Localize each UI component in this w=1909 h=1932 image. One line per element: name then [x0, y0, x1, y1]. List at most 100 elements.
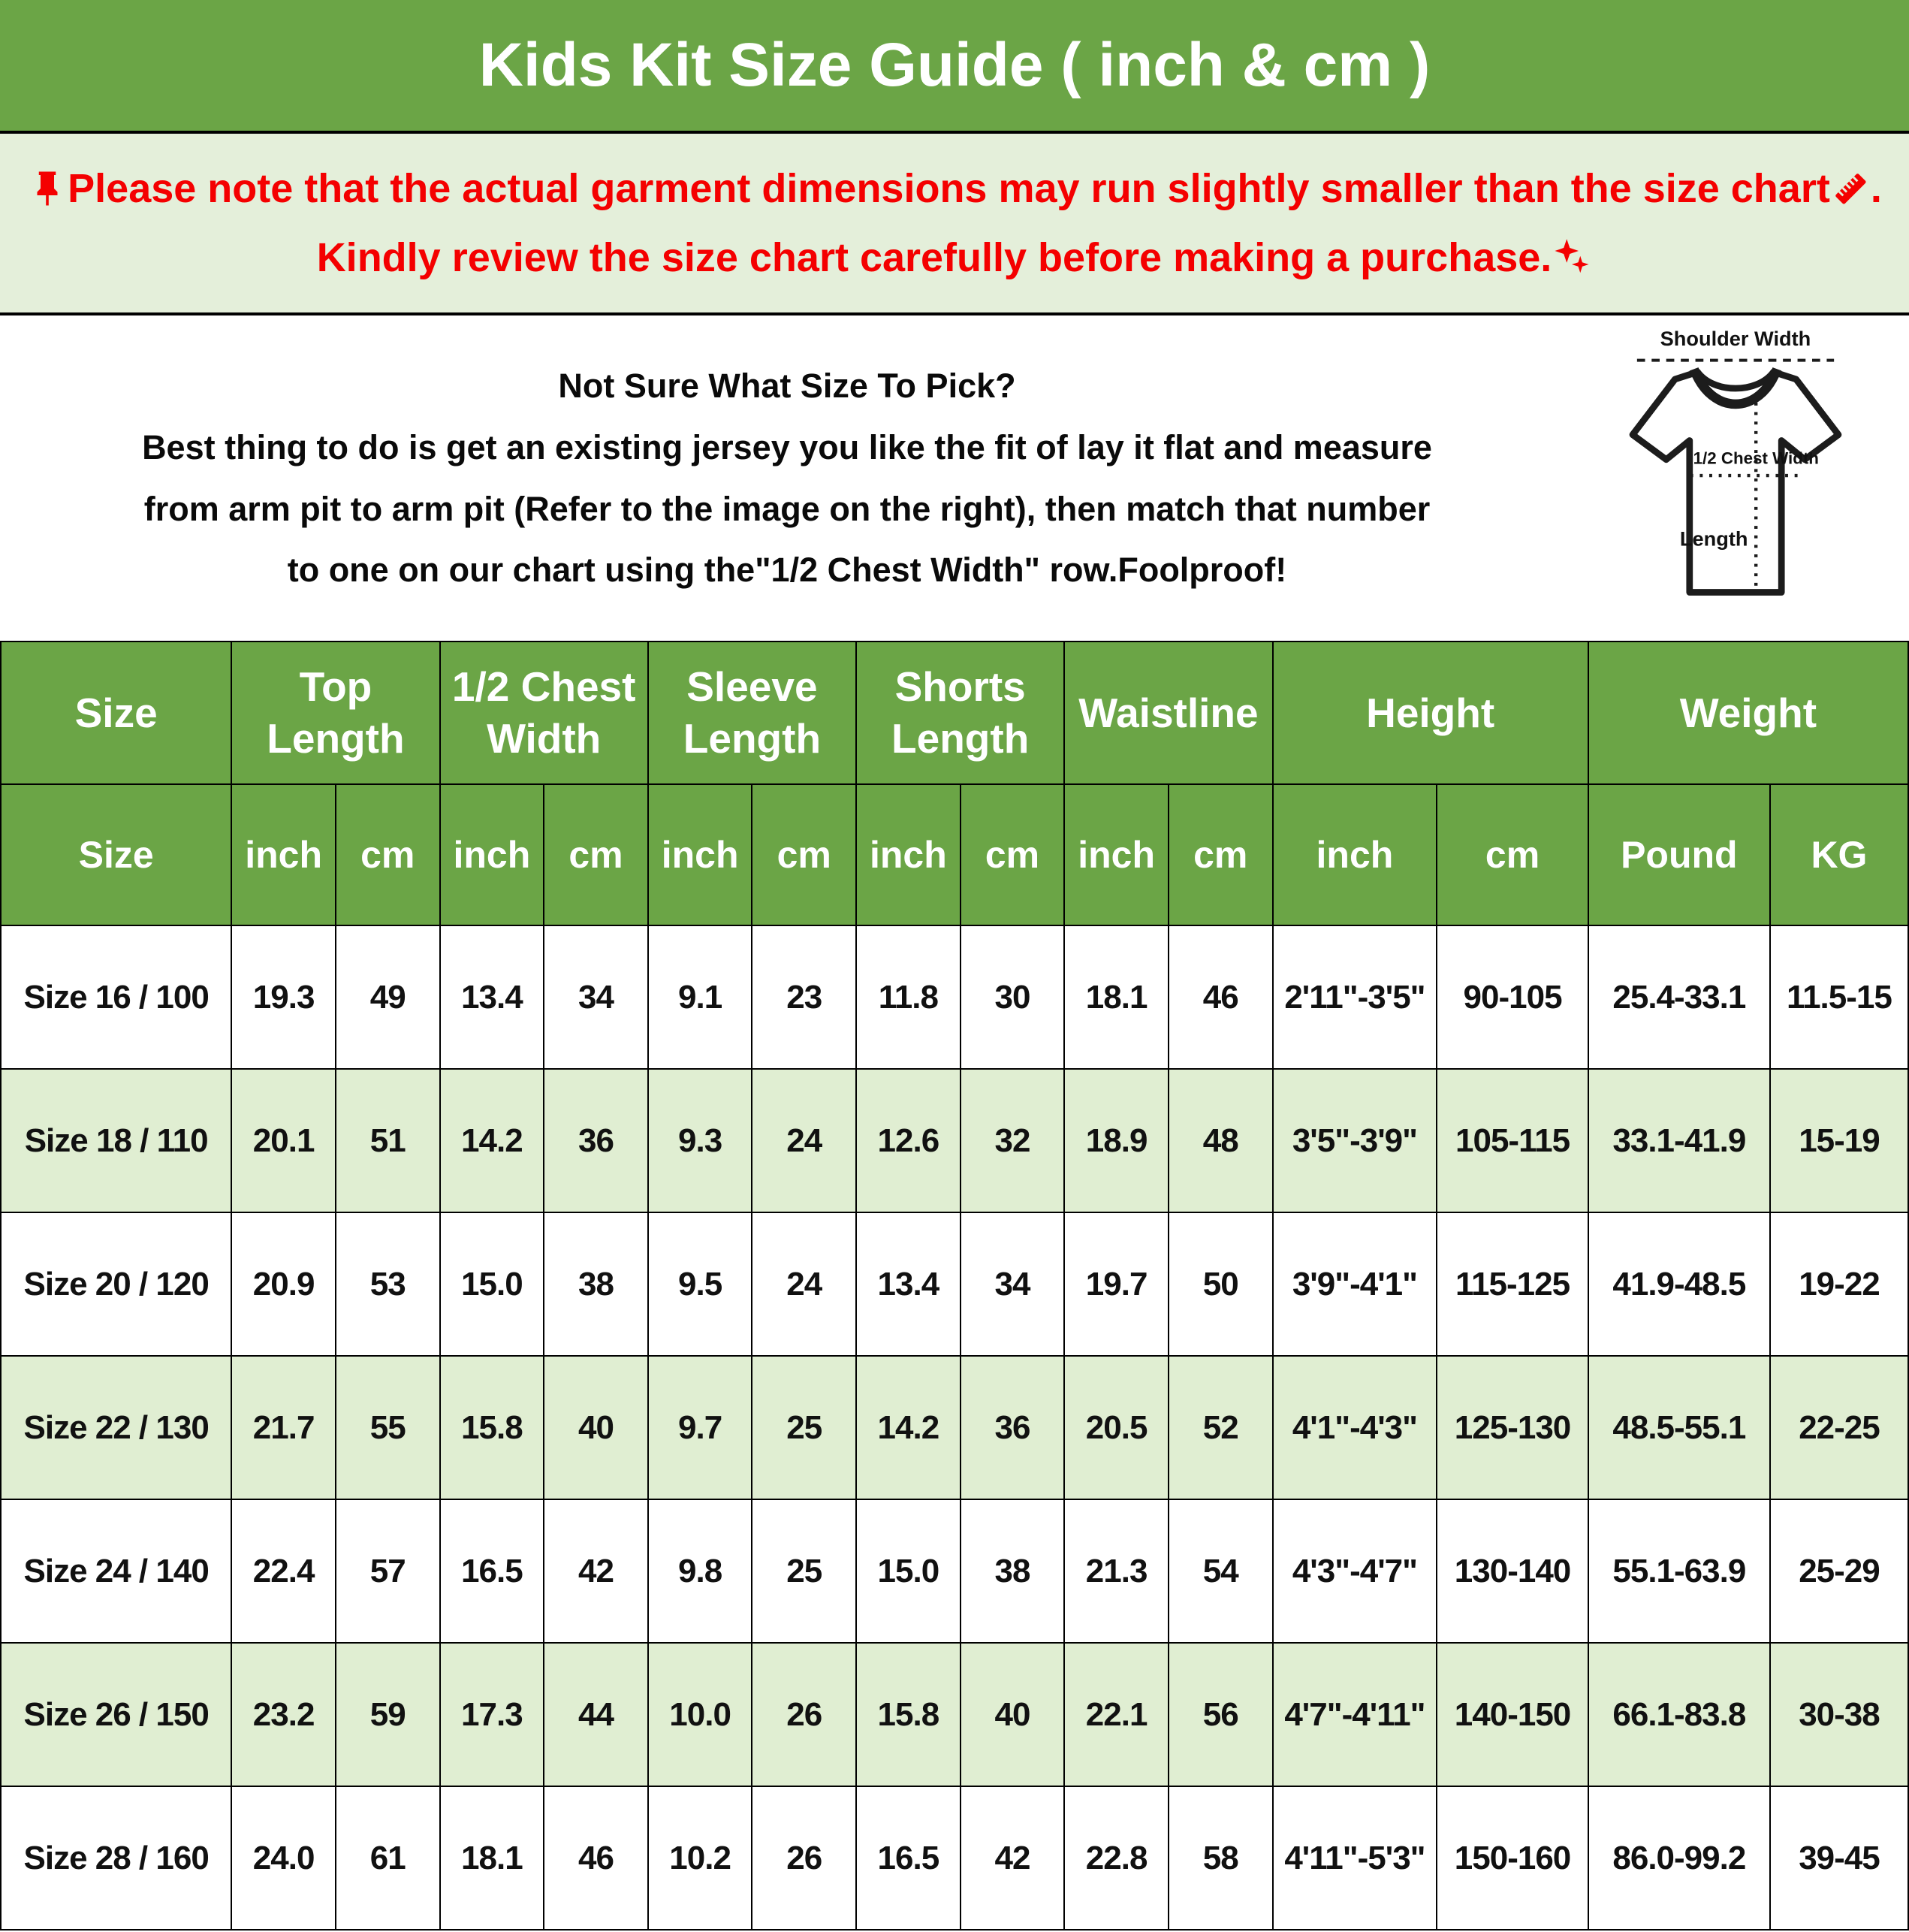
value-cell: 9.3: [647, 1068, 753, 1213]
value-cell: 23: [751, 925, 858, 1070]
value-cell: 20.9: [231, 1212, 336, 1357]
value-cell: 40: [543, 1355, 649, 1500]
col-group-shorts-length: Shorts Length: [855, 641, 1066, 785]
value-cell: 44: [543, 1642, 649, 1787]
page-title-text: Kids Kit Size Guide ( inch & cm ): [478, 31, 1431, 99]
value-cell: 22.8: [1063, 1786, 1169, 1930]
value-cell: 18.1: [439, 1786, 545, 1930]
value-cell: 18.9: [1063, 1068, 1169, 1213]
value-cell: 24.0: [231, 1786, 336, 1930]
table-group-header-row: Size Top Length 1/2 Chest Width Sleeve L…: [0, 641, 1909, 785]
sizing-help-heading: Not Sure What Size To Pick?: [558, 366, 1016, 405]
value-cell: 58: [1167, 1786, 1274, 1930]
value-cell: 11.8: [855, 925, 961, 1070]
value-cell: 26: [751, 1786, 858, 1930]
value-cell: 53: [334, 1212, 441, 1357]
col-group-waistline: Waistline: [1063, 641, 1274, 785]
table-row: Size 20 / 120 20.9 53 15.0 38 9.5 24 13.4 34 19.7…: [0, 1212, 1909, 1357]
value-cell: 15-19: [1769, 1068, 1909, 1213]
size-table-body: Size 16 / 100 19.3 49 13.4 34 9.1 23 11.8 30 18.1…: [0, 925, 1909, 1930]
value-cell: 51: [334, 1068, 441, 1213]
sizing-help-section: Not Sure What Size To Pick? Best thing t…: [0, 315, 1909, 641]
value-cell: 25-29: [1769, 1499, 1909, 1644]
unit-header: cm: [543, 783, 649, 926]
value-cell: 20.5: [1063, 1355, 1169, 1500]
sizing-help-text: Not Sure What Size To Pick? Best thing t…: [0, 315, 1571, 641]
notice-line-1: Please note that the actual garment dime…: [27, 165, 1882, 212]
value-cell: 130-140: [1436, 1499, 1589, 1644]
page-title: Kids Kit Size Guide ( inch & cm ): [0, 0, 1909, 134]
size-cell: Size 16 / 100: [0, 925, 233, 1070]
size-cell: Size 20 / 120: [0, 1212, 233, 1357]
size-cell: Size 18 / 110: [0, 1068, 233, 1213]
value-cell: 11.5-15: [1769, 925, 1909, 1070]
value-cell: 15.0: [855, 1499, 961, 1644]
value-cell: 2'11"-3'5": [1271, 925, 1438, 1070]
value-cell: 17.3: [439, 1642, 545, 1787]
notice-line-2-text: Kindly review the size chart carefully b…: [316, 235, 1552, 280]
value-cell: 26: [751, 1642, 858, 1787]
table-row: Size 18 / 110 20.1 51 14.2 36 9.3 24 12.6 32 18.9…: [0, 1068, 1909, 1213]
value-cell: 55: [334, 1355, 441, 1500]
unit-header: cm: [751, 783, 858, 926]
value-cell: 3'5"-3'9": [1271, 1068, 1438, 1213]
unit-header: KG: [1769, 783, 1909, 926]
tshirt-measure-diagram: Shoulder Width 1/2 Chest Width Length: [1571, 315, 1909, 641]
value-cell: 105-115: [1436, 1068, 1589, 1213]
value-cell: 34: [959, 1212, 1066, 1357]
notice-line-2: Kindly review the size chart carefully b…: [317, 234, 1593, 281]
value-cell: 20.1: [231, 1068, 336, 1213]
table-row: Size 26 / 150 23.2 59 17.3 44 10.0 26 15.8 40 22.…: [0, 1642, 1909, 1787]
value-cell: 19.7: [1063, 1212, 1169, 1357]
value-cell: 125-130: [1436, 1355, 1589, 1500]
value-cell: 50: [1167, 1212, 1274, 1357]
value-cell: 42: [959, 1786, 1066, 1930]
value-cell: 19.3: [231, 925, 336, 1070]
unit-header: cm: [1167, 783, 1274, 926]
col-group-weight: Weight: [1587, 641, 1909, 785]
tshirt-diagram-svg: Shoulder Width 1/2 Chest Width Length: [1629, 327, 1842, 596]
value-cell: 19-22: [1769, 1212, 1909, 1357]
unit-header: inch: [855, 783, 961, 926]
col-group-top-length: Top Length: [231, 641, 441, 785]
value-cell: 25: [751, 1355, 858, 1500]
value-cell: 15.8: [855, 1642, 961, 1787]
value-cell: 54: [1167, 1499, 1274, 1644]
length-label: Length: [1680, 527, 1748, 550]
value-cell: 32: [959, 1068, 1066, 1213]
value-cell: 22.4: [231, 1499, 336, 1644]
value-cell: 3'9"-4'1": [1271, 1212, 1438, 1357]
value-cell: 38: [959, 1499, 1066, 1644]
value-cell: 24: [751, 1068, 858, 1213]
value-cell: 49: [334, 925, 441, 1070]
unit-header-size: Size: [0, 783, 233, 926]
value-cell: 46: [543, 1786, 649, 1930]
value-cell: 4'11"-5'3": [1271, 1786, 1438, 1930]
col-group-sleeve-length: Sleeve Length: [647, 641, 858, 785]
value-cell: 25.4-33.1: [1587, 925, 1771, 1070]
value-cell: 61: [334, 1786, 441, 1930]
col-group-size: Size: [0, 641, 233, 785]
value-cell: 33.1-41.9: [1587, 1068, 1771, 1213]
ruler-icon: [1835, 174, 1866, 204]
value-cell: 46: [1167, 925, 1274, 1070]
unit-header: cm: [334, 783, 441, 926]
value-cell: 9.8: [647, 1499, 753, 1644]
unit-header: cm: [1436, 783, 1589, 926]
value-cell: 40: [959, 1642, 1066, 1787]
value-cell: 36: [959, 1355, 1066, 1500]
value-cell: 25: [751, 1499, 858, 1644]
sizing-help-line-3: to one on our chart using the"1/2 Chest …: [287, 551, 1287, 590]
table-row: Size 22 / 130 21.7 55 15.8 40 9.7 25 14.2 36 20.5…: [0, 1355, 1909, 1500]
unit-header: inch: [231, 783, 336, 926]
unit-header: inch: [439, 783, 545, 926]
shoulder-width-label: Shoulder Width: [1660, 327, 1811, 350]
value-cell: 16.5: [439, 1499, 545, 1644]
value-cell: 14.2: [439, 1068, 545, 1213]
value-cell: 14.2: [855, 1355, 961, 1500]
value-cell: 24: [751, 1212, 858, 1357]
value-cell: 9.7: [647, 1355, 753, 1500]
notice-line-1-text: Please note that the actual garment dime…: [68, 166, 1830, 211]
value-cell: 48: [1167, 1068, 1274, 1213]
sizing-help-line-1: Best thing to do is get an existing jers…: [142, 427, 1432, 466]
